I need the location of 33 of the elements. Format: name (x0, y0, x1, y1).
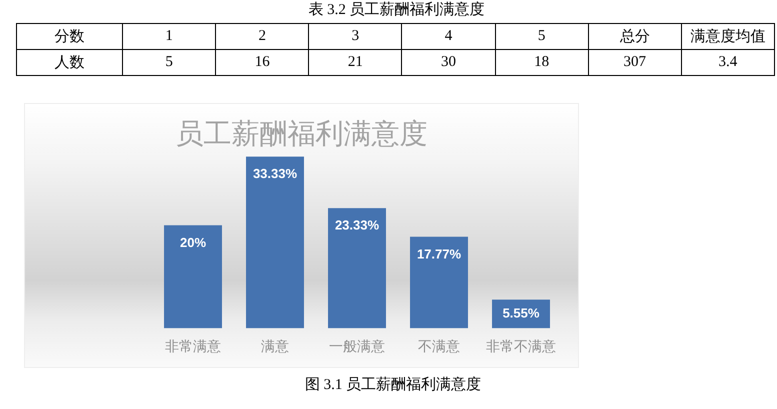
data-label: 33.33% (252, 166, 298, 182)
bar (164, 225, 222, 328)
data-label: 18 (495, 50, 588, 76)
data-label: 5 (122, 50, 216, 76)
x-tick-label: 不满意 (418, 339, 460, 356)
data-label: 23.33% (334, 218, 380, 233)
x-tick-label: 1 (122, 24, 216, 50)
x-tick-label: 非常满意 (165, 339, 221, 356)
data-label: 3.4 (681, 50, 774, 76)
data-label: 17.77% (416, 246, 462, 262)
x-tick-label: 3 (308, 24, 402, 50)
x-tick-label: 4 (402, 24, 496, 50)
x-tick-label: 非常不满意 (486, 339, 556, 356)
chart-title: 员工薪酬福利满意度 (176, 117, 428, 150)
bar (246, 156, 304, 328)
y-tick-label: 人数 (16, 50, 122, 76)
x-tick-label: 满意度均值 (681, 24, 774, 50)
bar (410, 236, 468, 328)
bar (328, 208, 386, 328)
data-label: 16 (216, 50, 309, 76)
chart-title: 表 3.2 员工薪酬福利满意度 (308, 2, 485, 18)
data-label: 20% (180, 234, 206, 250)
x-tick-label: 满意 (261, 339, 289, 356)
x-axis-title: 分数 (16, 24, 122, 50)
data-label: 21 (308, 50, 402, 76)
data-label: 307 (588, 50, 682, 76)
caption: 图 3.1 员工薪酬福利满意度 (304, 377, 482, 393)
x-tick-label: 总分 (588, 24, 682, 50)
data-label: 30 (402, 50, 496, 76)
data-label: 5.55% (502, 305, 540, 320)
x-tick-label: 2 (216, 24, 309, 50)
x-tick-label: 一般满意 (329, 339, 385, 356)
x-tick-label: 5 (495, 24, 588, 50)
